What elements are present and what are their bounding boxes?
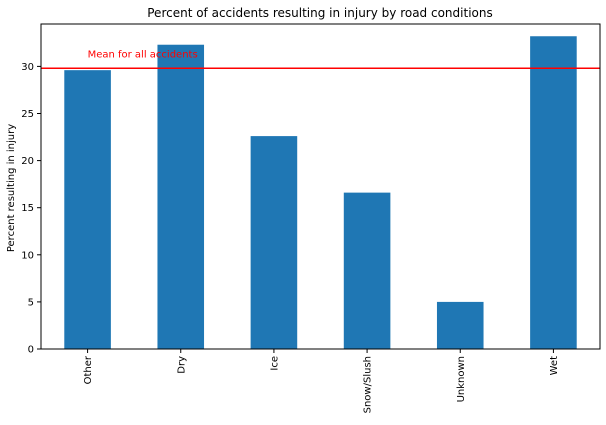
bar-unknown [436,301,484,349]
chart-title: Percent of accidents resulting in injury… [147,6,492,20]
y-tick-label: 10 [21,250,34,261]
x-tick-label: Ice [269,356,280,371]
bar-ice [250,136,298,349]
x-axis: Other Dry Ice Snow/Slush Unknown Wet [83,349,560,413]
plot-area-frame [40,23,601,350]
y-tick-label: 0 [28,345,34,356]
bar-other [64,70,111,349]
bars-layer [64,36,577,350]
y-tick-label: 25 [21,109,34,120]
bar-snow-slush [343,192,391,349]
y-tick-label: 15 [21,203,34,214]
reference-line-group: Mean for all accidents [41,49,600,70]
y-tick-label: 5 [28,297,34,308]
x-tick-label: Dry [176,356,187,374]
bar-dry [157,44,205,349]
x-tick-label: Unknown [456,356,467,402]
mean-reference-label: Mean for all accidents [88,49,198,60]
bar-wet [530,36,577,350]
x-tick-label: Other [83,355,94,384]
y-axis: 0 5 10 15 20 25 30 [21,62,41,356]
x-tick-label: Snow/Slush [363,356,374,413]
x-tick-label: Wet [549,356,560,375]
y-tick-label: 30 [21,62,34,73]
y-tick-label: 20 [21,156,34,167]
y-axis-label: Percent resulting in injury [6,124,17,252]
